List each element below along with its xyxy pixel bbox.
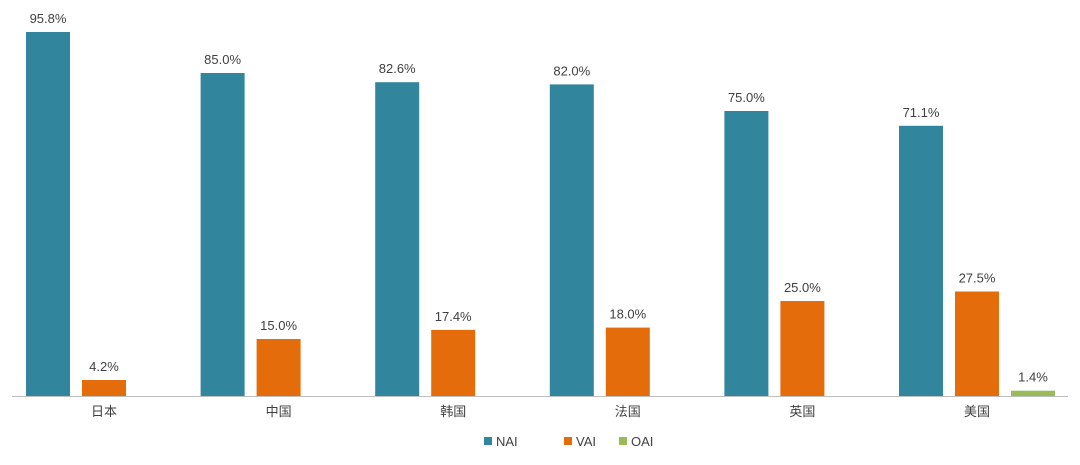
bar-vai-4: [780, 301, 825, 396]
bar-nai-0: [26, 32, 70, 396]
category-label-0: 日本: [91, 405, 117, 420]
legend-swatch-nai: [484, 437, 492, 445]
bars-group: [26, 32, 1055, 397]
legend-label-oai: OAI: [631, 434, 653, 449]
value-labels-group: 95.8% 4.2% 85.0% 15.0% 82.6% 17.4% 82.0% 18.0% 7…: [30, 11, 1049, 385]
bar-vai-0: [82, 380, 126, 396]
bar-vai-3: [605, 327, 650, 396]
legend: NAI VAI OAI: [484, 434, 653, 449]
bar-vai-2: [431, 329, 476, 396]
bar-nai-3: [549, 84, 594, 397]
category-labels-group: 日本 中国 韩国 法国 英国 美国: [91, 405, 990, 420]
legend-swatch-vai: [564, 437, 572, 445]
bar-vai-5: [955, 291, 999, 396]
value-label-vai-0: 4.2%: [89, 359, 119, 374]
bar-nai-5: [899, 125, 943, 397]
bar-oai-5: [1011, 390, 1055, 396]
legend-label-vai: VAI: [576, 434, 596, 449]
value-label-nai-3: 82.0%: [553, 63, 590, 78]
category-label-3: 法国: [615, 405, 641, 420]
legend-label-nai: NAI: [496, 434, 518, 449]
category-label-2: 韩国: [440, 405, 466, 420]
bar-nai-1: [200, 73, 245, 396]
bar-nai-2: [375, 82, 420, 396]
value-label-vai-2: 17.4%: [435, 309, 472, 324]
bar-nai-4: [724, 111, 769, 396]
value-label-nai-4: 75.0%: [728, 90, 765, 105]
value-label-nai-5: 71.1%: [903, 105, 940, 120]
bar-vai-1: [256, 339, 301, 396]
category-label-1: 中国: [266, 405, 292, 420]
value-label-vai-3: 18.0%: [609, 307, 646, 322]
value-label-nai-2: 82.6%: [379, 61, 416, 76]
category-label-4: 英国: [789, 405, 815, 420]
value-label-nai-1: 85.0%: [204, 52, 241, 67]
legend-swatch-oai: [619, 437, 627, 445]
value-label-vai-1: 15.0%: [260, 318, 297, 333]
value-label-vai-4: 25.0%: [784, 280, 821, 295]
value-label-vai-5: 27.5%: [959, 271, 996, 286]
category-label-5: 美国: [964, 405, 990, 420]
value-label-nai-0: 95.8%: [30, 11, 67, 26]
value-label-oai-5: 1.4%: [1018, 370, 1048, 385]
